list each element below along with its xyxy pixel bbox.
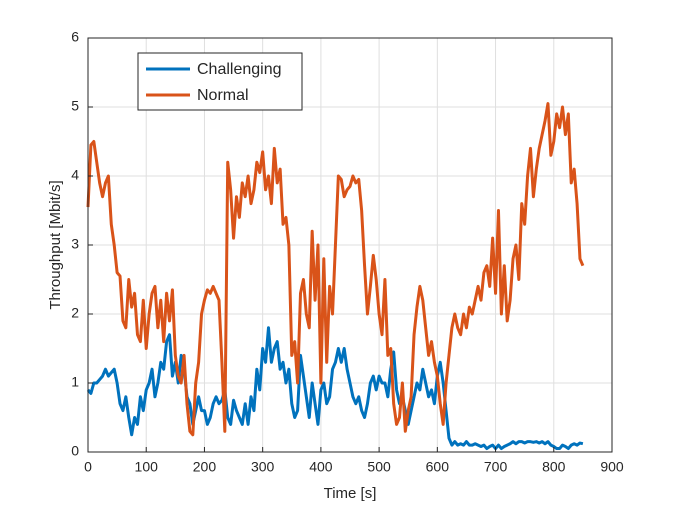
ticks: 0 100 200 300 400 500 600 700 800 900 0 1 2 3 4 5 6 bbox=[71, 29, 624, 475]
x-tick-label: 800 bbox=[542, 459, 566, 475]
x-axis-label: Time [s] bbox=[324, 485, 377, 502]
x-tick-label: 100 bbox=[135, 459, 159, 475]
x-tick-label: 300 bbox=[251, 459, 275, 475]
y-tick-label: 1 bbox=[71, 374, 79, 390]
plot-lines bbox=[86, 102, 585, 451]
x-tick-label: 400 bbox=[309, 459, 333, 475]
x-tick-label: 900 bbox=[600, 459, 624, 475]
x-tick-label: 0 bbox=[84, 459, 92, 475]
series-line bbox=[86, 326, 584, 451]
y-tick-label: 5 bbox=[71, 98, 79, 114]
legend: Challenging Normal bbox=[137, 52, 303, 111]
x-tick-label: 700 bbox=[484, 459, 508, 475]
y-tick-label: 0 bbox=[71, 443, 79, 459]
x-tick-label: 500 bbox=[367, 459, 391, 475]
series-line bbox=[86, 102, 585, 437]
x-tick-label: 600 bbox=[426, 459, 450, 475]
y-tick-label: 2 bbox=[71, 305, 79, 321]
y-axis-label: Throughput [Mbit/s] bbox=[47, 180, 64, 309]
legend-label: Challenging bbox=[197, 61, 282, 78]
legend-box bbox=[137, 52, 303, 111]
legend-label: Normal bbox=[197, 87, 249, 104]
y-tick-label: 4 bbox=[71, 167, 79, 183]
y-tick-label: 6 bbox=[71, 29, 79, 45]
y-tick-label: 3 bbox=[71, 236, 79, 252]
x-tick-label: 200 bbox=[193, 459, 217, 475]
